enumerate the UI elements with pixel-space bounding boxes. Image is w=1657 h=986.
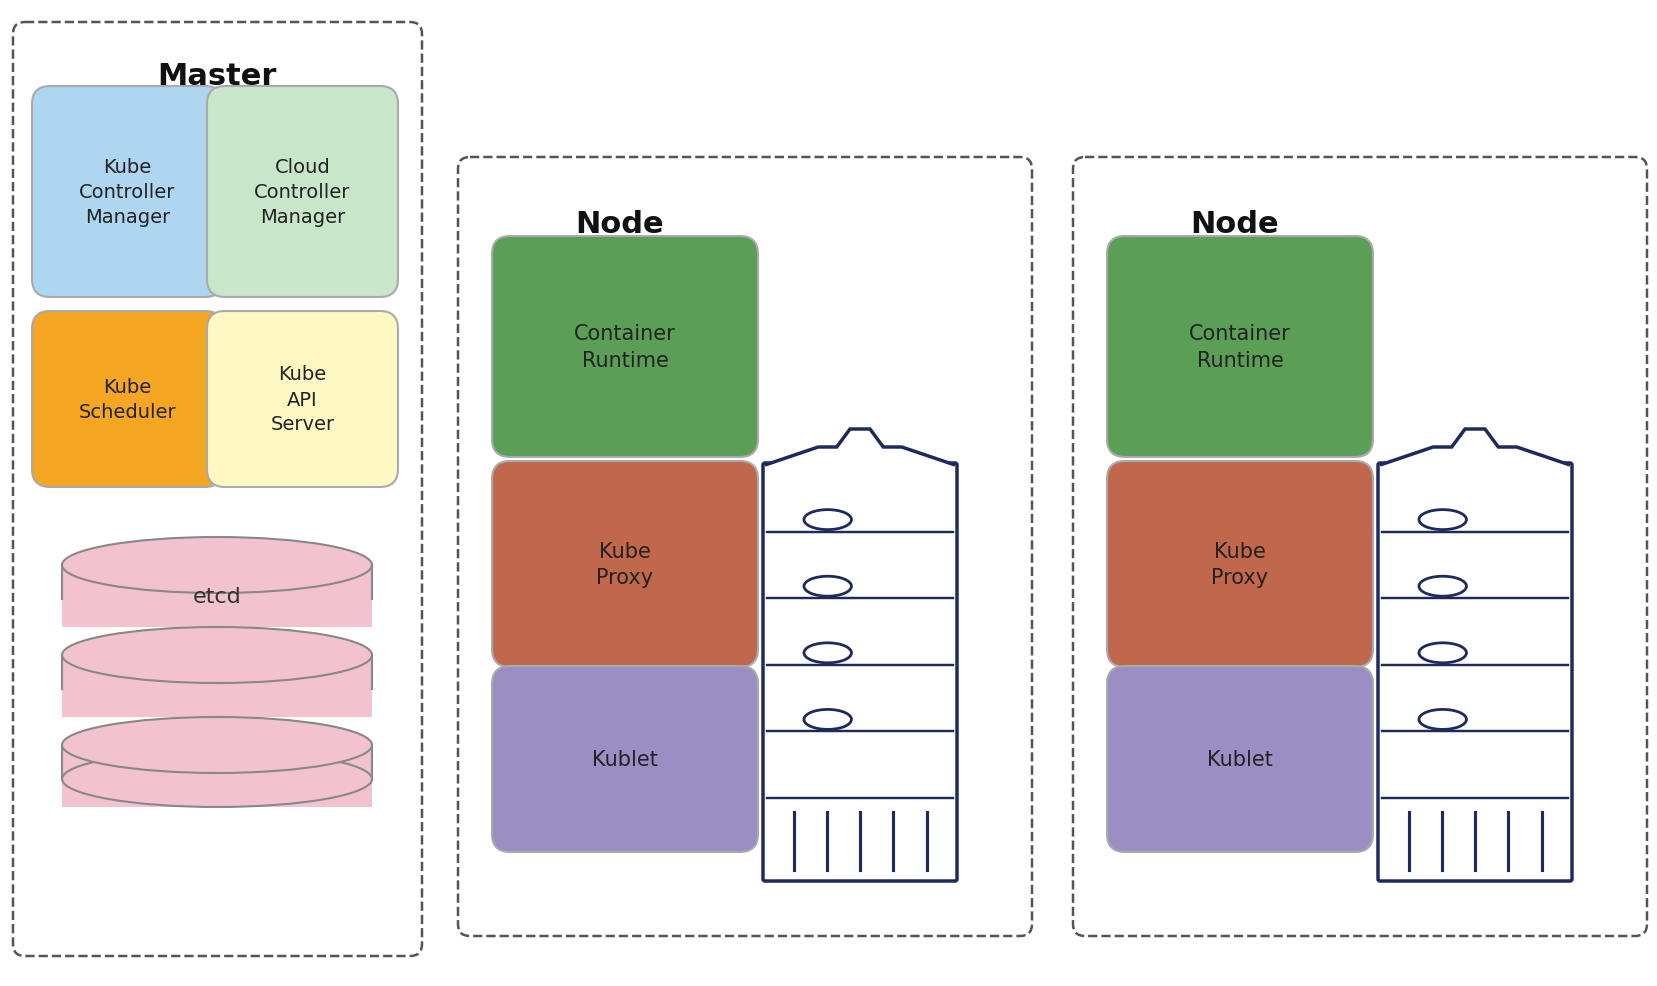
Text: Kube
Controller
Manager: Kube Controller Manager	[80, 158, 176, 227]
Text: etcd: etcd	[192, 587, 242, 606]
FancyBboxPatch shape	[31, 312, 224, 487]
Text: Cloud
Controller
Manager: Cloud Controller Manager	[254, 158, 351, 227]
FancyBboxPatch shape	[31, 87, 224, 298]
Text: Kublet: Kublet	[592, 749, 658, 769]
Text: Kublet: Kublet	[1206, 749, 1273, 769]
FancyBboxPatch shape	[1379, 463, 1572, 881]
FancyBboxPatch shape	[1107, 237, 1374, 458]
Ellipse shape	[804, 710, 852, 730]
Ellipse shape	[1418, 643, 1466, 664]
Text: Node: Node	[1191, 210, 1279, 239]
FancyBboxPatch shape	[492, 237, 757, 458]
FancyBboxPatch shape	[207, 87, 398, 298]
Text: Kube
API
Server: Kube API Server	[270, 365, 335, 434]
Ellipse shape	[61, 627, 373, 683]
FancyBboxPatch shape	[13, 23, 423, 956]
FancyBboxPatch shape	[492, 461, 757, 668]
Polygon shape	[766, 430, 954, 465]
Text: Node: Node	[575, 210, 664, 239]
FancyBboxPatch shape	[1107, 461, 1374, 668]
Text: Container
Runtime: Container Runtime	[573, 324, 676, 371]
FancyBboxPatch shape	[1074, 158, 1647, 936]
FancyBboxPatch shape	[762, 463, 958, 881]
Bar	[61, 565, 373, 627]
FancyBboxPatch shape	[492, 667, 757, 852]
FancyBboxPatch shape	[1107, 667, 1374, 852]
Ellipse shape	[804, 510, 852, 530]
Ellipse shape	[1418, 510, 1466, 530]
Ellipse shape	[61, 537, 373, 594]
Bar	[61, 745, 373, 808]
Ellipse shape	[1418, 710, 1466, 730]
Ellipse shape	[61, 717, 373, 773]
Bar	[61, 656, 373, 717]
Ellipse shape	[804, 577, 852, 597]
Ellipse shape	[1418, 577, 1466, 597]
Ellipse shape	[61, 751, 373, 808]
Text: Kube
Proxy: Kube Proxy	[1211, 541, 1269, 588]
Polygon shape	[1380, 430, 1569, 465]
FancyBboxPatch shape	[457, 158, 1032, 936]
Text: Kube
Scheduler: Kube Scheduler	[78, 378, 176, 422]
Text: Master: Master	[157, 62, 277, 91]
Ellipse shape	[804, 643, 852, 664]
FancyBboxPatch shape	[207, 312, 398, 487]
Text: Kube
Proxy: Kube Proxy	[597, 541, 653, 588]
Text: Container
Runtime: Container Runtime	[1190, 324, 1291, 371]
